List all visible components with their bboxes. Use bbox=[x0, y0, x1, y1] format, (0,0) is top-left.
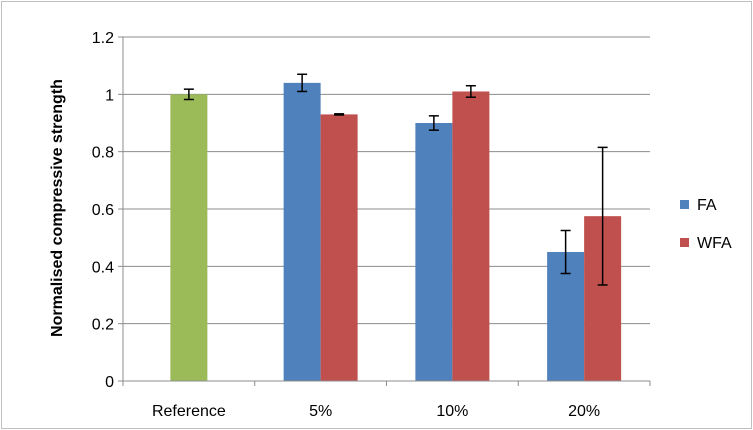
y-tick-label: 0.6 bbox=[92, 202, 114, 219]
x-tick-label: 5% bbox=[309, 403, 332, 420]
bar-wfa bbox=[320, 114, 358, 382]
y-tick-label: 0.8 bbox=[92, 145, 114, 162]
legend: FA WFA bbox=[680, 197, 732, 252]
tick-labels: 0 0.2 0.4 0.6 0.8 1 1.2 Reference 5% 10% 20% bbox=[92, 30, 600, 420]
y-tick-label: 0.2 bbox=[92, 317, 114, 334]
error-bars bbox=[183, 73, 608, 286]
bar-fa bbox=[283, 82, 321, 381]
legend-label-wfa: WFA bbox=[697, 235, 732, 252]
bar-reference bbox=[170, 94, 208, 381]
bar-fa bbox=[415, 123, 453, 381]
legend-swatch-wfa bbox=[680, 238, 689, 247]
y-tick-label: 1 bbox=[105, 87, 114, 104]
axes bbox=[118, 36, 651, 386]
y-tick-label: 1.2 bbox=[92, 30, 114, 47]
bar-wfa bbox=[452, 91, 490, 381]
bars bbox=[170, 82, 622, 382]
y-axis-title: Normalised compressive strength bbox=[49, 79, 66, 337]
y-tick-label: 0 bbox=[105, 374, 114, 391]
x-tick-label: 20% bbox=[568, 403, 600, 420]
legend-swatch-fa bbox=[680, 200, 689, 209]
y-tick-label: 0.4 bbox=[92, 259, 114, 276]
x-tick-label: Reference bbox=[152, 403, 226, 420]
legend-label-fa: FA bbox=[697, 197, 717, 214]
x-tick-label: 10% bbox=[436, 403, 468, 420]
